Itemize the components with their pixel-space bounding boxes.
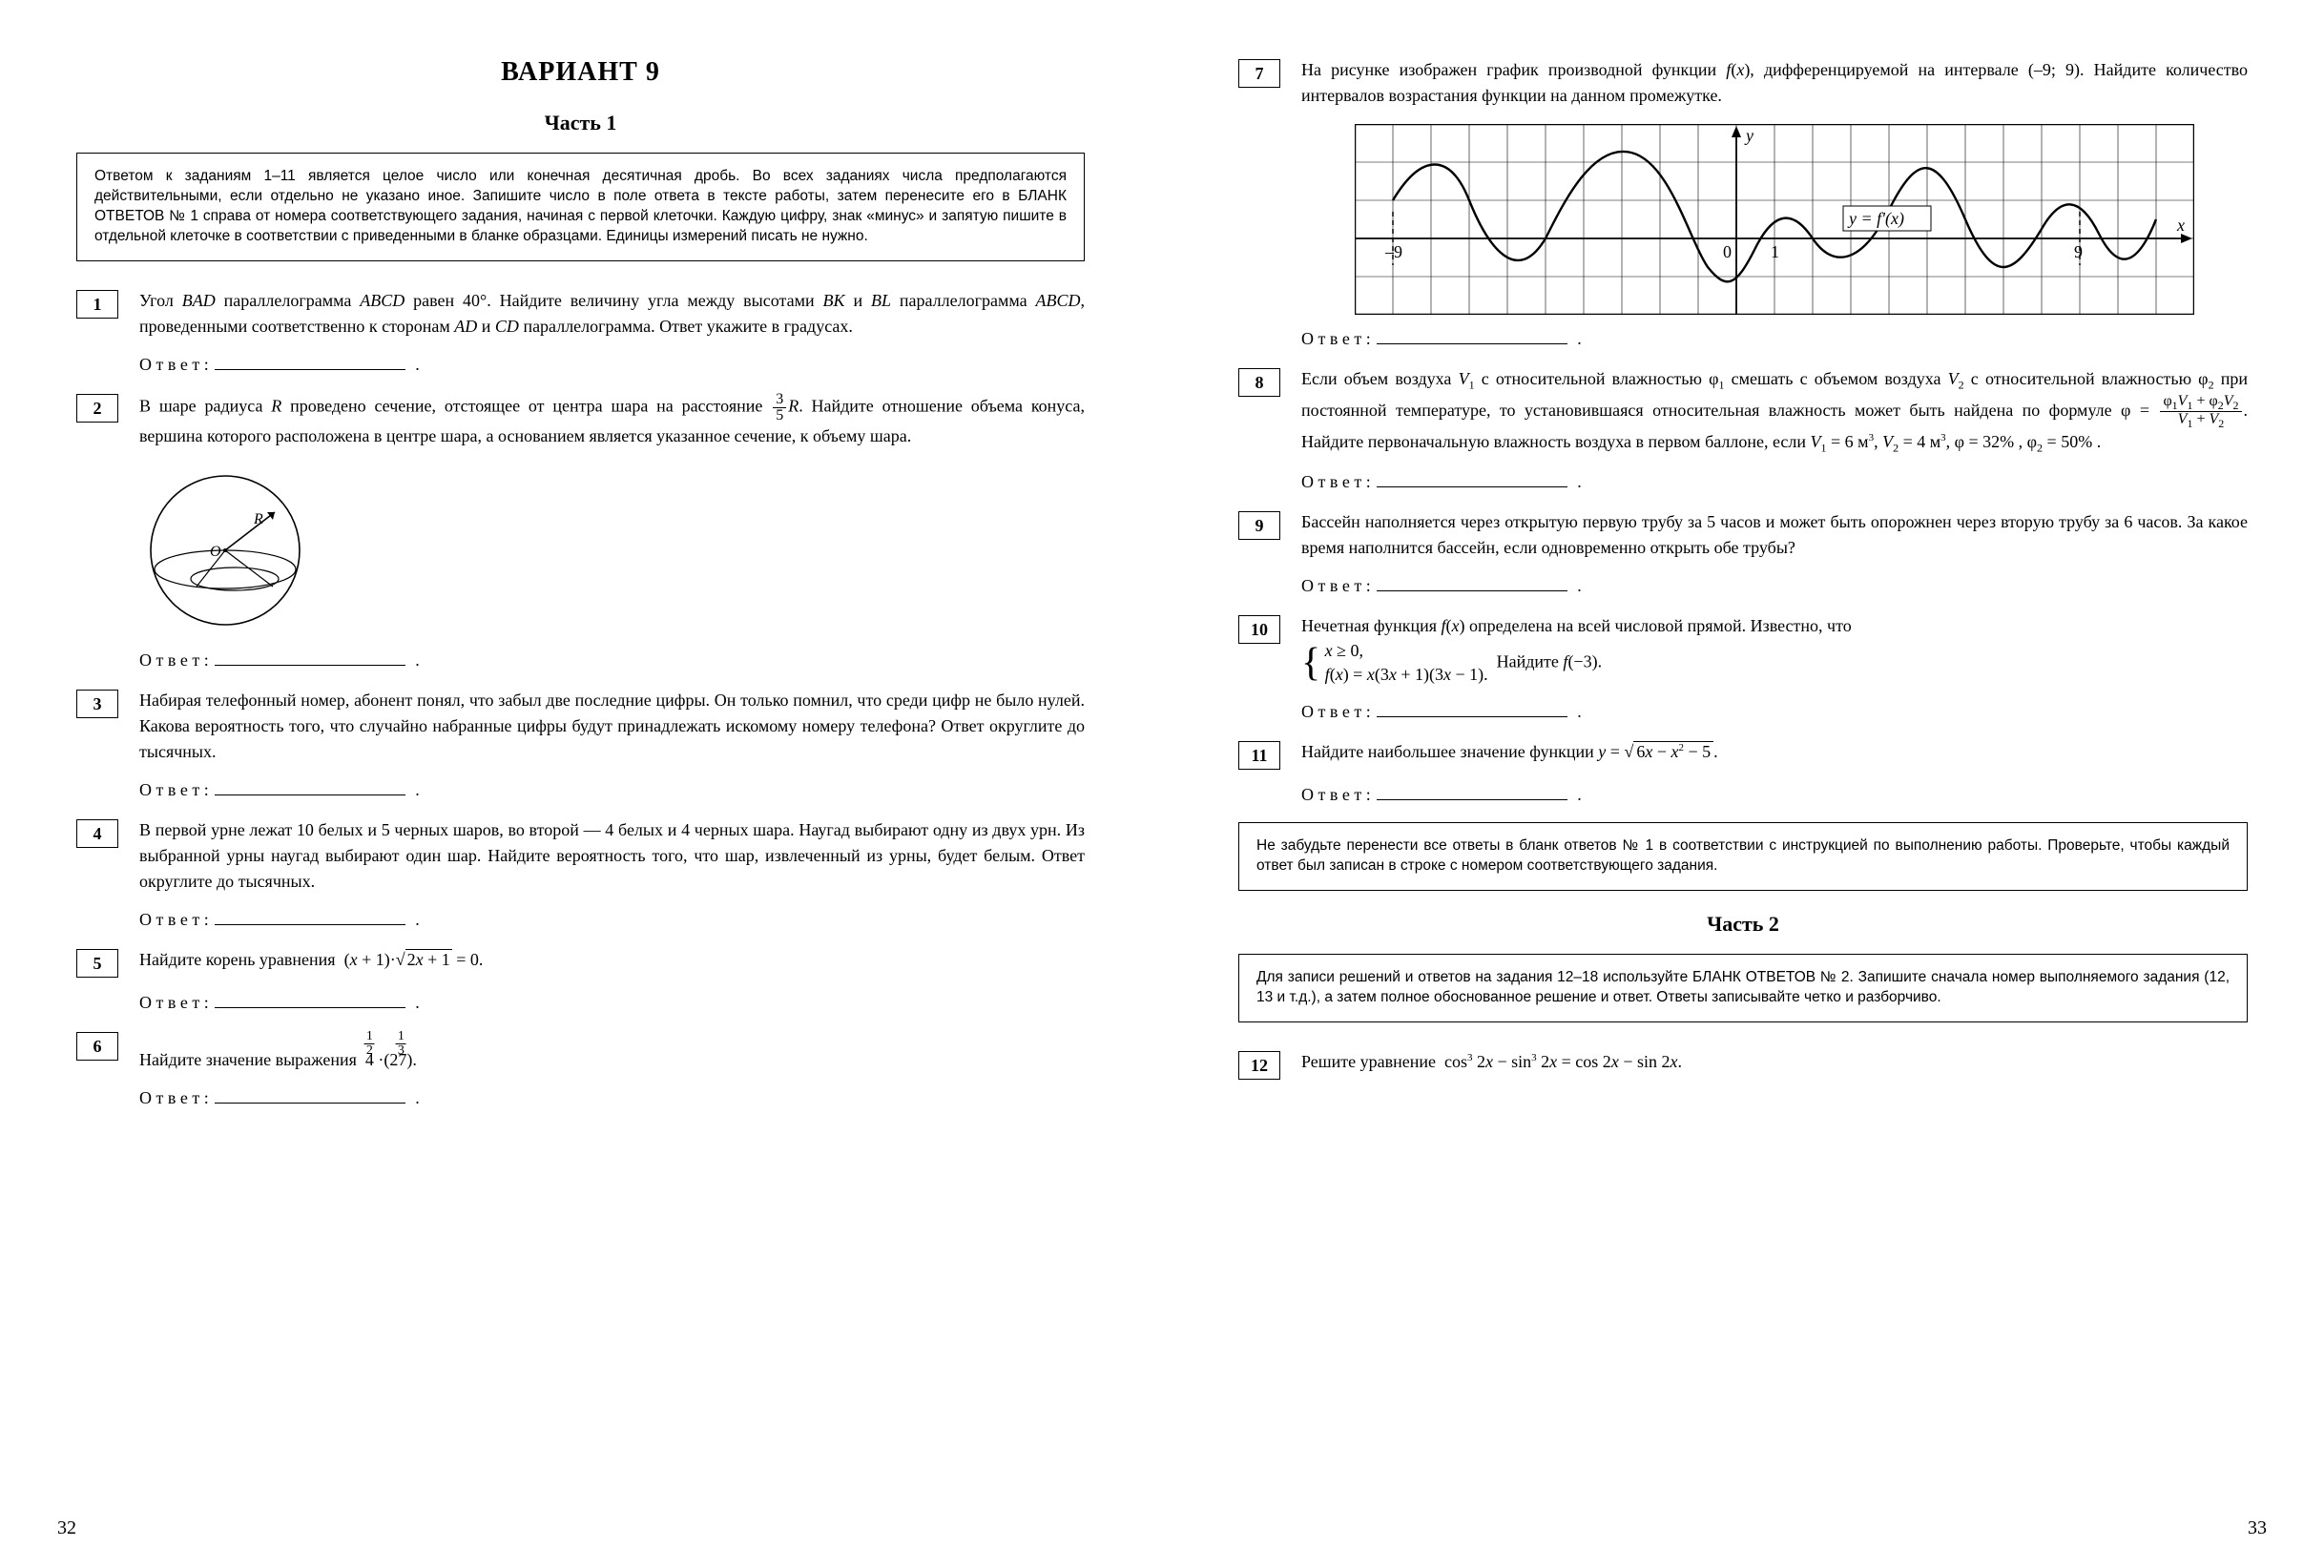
answer-label: О т в е т : (1301, 785, 1371, 804)
task-num-9: 9 (1238, 511, 1280, 540)
task-6-text: Найдите значение выражения 124 ·(1327). (139, 1030, 1085, 1073)
instructions-box-1: Ответом к заданиям 1–11 является целое ч… (76, 153, 1085, 261)
task-num-3: 3 (76, 690, 118, 718)
answer-6: О т в е т : . (139, 1088, 1085, 1108)
task-num-5: 5 (76, 949, 118, 978)
svg-text:1: 1 (1771, 242, 1779, 261)
sphere-figure: O R (139, 464, 1085, 641)
svg-text:–9: –9 (1384, 242, 1402, 261)
page-num-left: 32 (57, 1517, 76, 1539)
task-11-text: Найдите наибольшее значение функции y = … (1301, 739, 2248, 765)
task-num-6: 6 (76, 1032, 118, 1061)
task-1-text: Угол BAD параллелограмма ABCD равен 40°.… (139, 288, 1085, 340)
page-right: 7 На рисунке изображен график производно… (1162, 0, 2324, 1568)
answer-blank (1377, 331, 1567, 344)
answer-5: О т в е т : . (139, 993, 1085, 1013)
task-7-text: На рисунке изображен график производной … (1301, 57, 2248, 109)
task-5-text: Найдите корень уравнения (x + 1)·√2x + 1… (139, 947, 1085, 973)
answer-3: О т в е т : . (139, 780, 1085, 800)
task-1: 1 Угол BAD параллелограмма ABCD равен 40… (76, 288, 1085, 340)
answer-label: О т в е т : (139, 1088, 209, 1107)
graph-figure: y x 0 1 –9 9 y = f'(x) (1301, 124, 2248, 320)
answer-4: О т в е т : . (139, 910, 1085, 930)
task-11: 11 Найдите наибольшее значение функции y… (1238, 739, 2248, 770)
task-6: 6 Найдите значение выражения 124 ·(1327)… (76, 1030, 1085, 1073)
task-2: 2 В шаре радиуса R проведено сечение, от… (76, 392, 1085, 449)
task-9: 9 Бассейн наполняется через открытую пер… (1238, 509, 2248, 561)
page-spread: ВАРИАНТ 9 Часть 1 Ответом к заданиям 1–1… (0, 0, 2324, 1568)
answer-blank (1377, 704, 1567, 717)
answer-label: О т в е т : (1301, 472, 1371, 491)
svg-text:9: 9 (2074, 242, 2083, 261)
answer-label: О т в е т : (139, 910, 209, 929)
page-num-right: 33 (2248, 1517, 2267, 1539)
task-num-10: 10 (1238, 615, 1280, 644)
answer-blank (215, 357, 405, 370)
page-left: ВАРИАНТ 9 Часть 1 Ответом к заданиям 1–1… (0, 0, 1162, 1568)
answer-10: О т в е т : . (1301, 702, 2248, 722)
answer-blank (1377, 578, 1567, 591)
sphere-svg: O R (139, 464, 311, 636)
task-4-text: В первой урне лежат 10 белых и 5 черных … (139, 817, 1085, 895)
answer-blank (215, 782, 405, 795)
task-num-2: 2 (76, 394, 118, 423)
task-4: 4 В первой урне лежат 10 белых и 5 черны… (76, 817, 1085, 895)
answer-blank (1377, 787, 1567, 800)
task-8-text: Если объем воздуха V1 с относительной вл… (1301, 366, 2248, 457)
graph-svg: y x 0 1 –9 9 y = f'(x) (1355, 124, 2194, 315)
svg-text:y: y (1744, 126, 1753, 145)
answer-1: О т в е т : . (139, 355, 1085, 375)
answer-8: О т в е т : . (1301, 472, 2248, 492)
note-box: Не забудьте перенести все ответы в бланк… (1238, 822, 2248, 891)
answer-label: О т в е т : (139, 993, 209, 1012)
task-12-text: Решите уравнение cos3 2x − sin3 2x = cos… (1301, 1049, 2248, 1075)
answer-blank (215, 1090, 405, 1104)
svg-text:x: x (2176, 216, 2185, 235)
svg-text:R: R (253, 511, 263, 527)
answer-label: О т в е т : (139, 650, 209, 670)
task-3: 3 Набирая телефонный номер, абонент поня… (76, 688, 1085, 765)
part2-title: Часть 2 (1238, 912, 2248, 937)
task-num-12: 12 (1238, 1051, 1280, 1080)
part1-title: Часть 1 (76, 111, 1085, 135)
answer-2: О т в е т : . (139, 650, 1085, 671)
task-num-8: 8 (1238, 368, 1280, 397)
answer-label: О т в е т : (1301, 329, 1371, 348)
instructions-box-2: Для записи решений и ответов на задания … (1238, 954, 2248, 1022)
answer-11: О т в е т : . (1301, 785, 2248, 805)
answer-blank (215, 995, 405, 1008)
task-3-text: Набирая телефонный номер, абонент понял,… (139, 688, 1085, 765)
task-10: 10 Нечетная функция f(x) определена на в… (1238, 613, 2248, 687)
svg-text:0: 0 (1723, 242, 1732, 261)
answer-label: О т в е т : (1301, 702, 1371, 721)
answer-label: О т в е т : (139, 355, 209, 374)
task-12: 12 Решите уравнение cos3 2x − sin3 2x = … (1238, 1049, 2248, 1080)
answer-blank (1377, 474, 1567, 487)
task-num-7: 7 (1238, 59, 1280, 88)
svg-text:y = f'(x): y = f'(x) (1847, 209, 1904, 229)
answer-blank (215, 652, 405, 666)
task-num-4: 4 (76, 819, 118, 848)
variant-title: ВАРИАНТ 9 (76, 57, 1085, 88)
task-5: 5 Найдите корень уравнения (x + 1)·√2x +… (76, 947, 1085, 978)
answer-9: О т в е т : . (1301, 576, 2248, 596)
task-num-11: 11 (1238, 741, 1280, 770)
answer-blank (215, 912, 405, 925)
svg-text:O: O (210, 544, 221, 560)
answer-7: О т в е т : . (1301, 329, 2248, 349)
answer-label: О т в е т : (139, 780, 209, 799)
task-10-text: Нечетная функция f(x) определена на всей… (1301, 613, 2248, 687)
answer-label: О т в е т : (1301, 576, 1371, 595)
task-2-text: В шаре радиуса R проведено сечение, отст… (139, 392, 1085, 449)
task-9-text: Бассейн наполняется через открытую перву… (1301, 509, 2248, 561)
task-7: 7 На рисунке изображен график производно… (1238, 57, 2248, 109)
task-num-1: 1 (76, 290, 118, 319)
task-8: 8 Если объем воздуха V1 с относительной … (1238, 366, 2248, 457)
